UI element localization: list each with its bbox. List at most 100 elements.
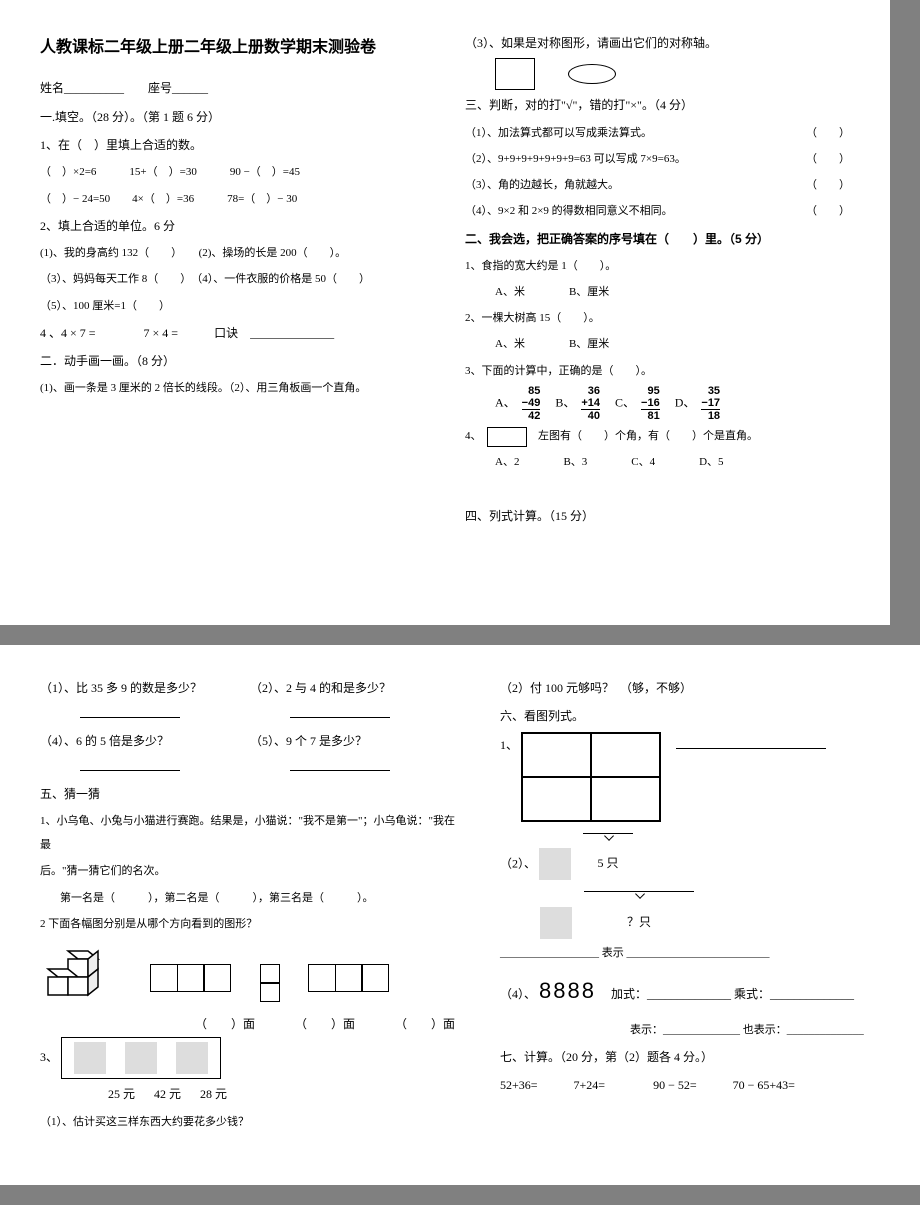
r2-q-label: ？只 bbox=[627, 915, 651, 929]
r3-line: __________________ 表示 __________________… bbox=[500, 941, 880, 965]
view3 bbox=[308, 964, 388, 1001]
c3-A-label: A、 bbox=[495, 395, 516, 409]
c3-B-math: 36 +14 40 bbox=[581, 385, 600, 422]
c3-C-label: C、 bbox=[615, 395, 635, 409]
lq2: （2）、2 与 4 的和是多少？ bbox=[250, 675, 460, 701]
r1-blank bbox=[676, 735, 826, 749]
j1-paren: （ ） bbox=[806, 121, 850, 145]
goods1-icon bbox=[74, 1042, 106, 1074]
c3: 3、下面的计算中，正确的是（ ）。 bbox=[465, 359, 850, 383]
q3-sym: （3）、如果是对称图形，请画出它们的对称轴。 bbox=[465, 30, 850, 56]
section3-heading: 三、判断，对的打"√"，错的打"×"。（4 分） bbox=[465, 92, 850, 118]
calc-row: 52+36= 7+24= 90 − 52= 70 − 65+43= bbox=[500, 1072, 880, 1098]
c4: 4、 左图有（ ）个角，有（ ）个是直角。 bbox=[465, 424, 850, 448]
j2-paren: （ ） bbox=[806, 147, 850, 171]
page-1: 人教课标二年级上册二年级上册数学期末测验卷 姓名__________ 座号___… bbox=[0, 0, 890, 625]
price2: 42 元 bbox=[154, 1081, 181, 1107]
list-q-row2-blanks bbox=[40, 754, 460, 780]
guess1a: 1、小乌龟、小兔与小猫进行赛跑。结果是，小猫说："我不是第一"；小乌龟说："我在… bbox=[40, 809, 460, 857]
page1-right-col: （3）、如果是对称图形，请画出它们的对称轴。 三、判断，对的打"√"，错的打"×… bbox=[465, 30, 850, 595]
goods2-icon bbox=[125, 1042, 157, 1074]
face1: （ ）面 bbox=[190, 1011, 260, 1037]
lq2-blank bbox=[290, 704, 390, 718]
circles88-icon: 8888 bbox=[539, 978, 596, 1003]
q2-5: （5）、100 厘米=1（ ） bbox=[40, 294, 425, 318]
section6-heading: 六、看图列式。 bbox=[500, 703, 880, 729]
r4-add: 加式：______________ bbox=[611, 987, 731, 1001]
r4-label: （4）、 bbox=[500, 987, 536, 1001]
lq5-blank bbox=[290, 757, 390, 771]
page2-right-col: （2）付 100 元够吗？ （够，不够） 六、看图列式。 1、 （2）、 5 只 bbox=[500, 675, 880, 1155]
c2: 2、一棵大树高 15（ ）。 bbox=[465, 306, 850, 330]
c3-D-math: 35 −17 18 bbox=[701, 385, 720, 422]
view2 bbox=[260, 964, 279, 1001]
est-q: （1）、估计买这三样东西大约要花多少钱？ bbox=[40, 1110, 460, 1134]
c3a-mid: −49 bbox=[522, 397, 541, 410]
q1: 1、在（ ）里填上合适的数。 bbox=[40, 132, 425, 158]
section-choose-heading: 二、我会选，把正确答案的序号填在（ ）里。（5 分） bbox=[465, 226, 850, 252]
guess1b: 后。"猜一猜它们的名次。 bbox=[40, 859, 460, 883]
j3-text: （3）、角的边越长，角就越大。 bbox=[465, 179, 619, 191]
list-q-row1-blanks bbox=[40, 701, 460, 727]
pic-grid bbox=[521, 732, 661, 822]
r4-exp: 表示：______________ 也表示：______________ bbox=[500, 1018, 880, 1042]
sec2-q1: (1)、画一条是 3 厘米的 2 倍长的线段。（2）、用三角板画一个直角。 bbox=[40, 376, 425, 400]
q1-row2: （ ）− 24=50 4×（ ）=36 78=（ ）− 30 bbox=[40, 187, 425, 211]
c1: 1、食指的宽大约是 1（ ）。 bbox=[465, 254, 850, 278]
j1-text: （1）、加法算式都可以写成乘法算式。 bbox=[465, 127, 652, 139]
price-row: 25 元 42 元 28 元 bbox=[40, 1081, 460, 1107]
section5-heading: 五、猜一猜 bbox=[40, 781, 460, 807]
c3a-top: 85 bbox=[522, 385, 541, 397]
list-q-row1: （1）、比 35 多 9 的数是多少？ （2）、2 与 4 的和是多少？ bbox=[40, 675, 460, 701]
q3: 3、 bbox=[40, 1037, 460, 1079]
c3b-bot: 40 bbox=[581, 410, 600, 422]
lq1-blank bbox=[80, 704, 180, 718]
j4-text: （4）、9×2 和 2×9 的得数相同意义不相同。 bbox=[465, 205, 673, 217]
r2: （2）、 5 只 bbox=[500, 824, 880, 881]
c3-D-label: D、 bbox=[675, 395, 696, 409]
section4-heading: 四、列式计算。（15 分） bbox=[465, 503, 850, 529]
r2-5-label: 5 只 bbox=[598, 856, 619, 870]
cubes-wrap bbox=[40, 946, 460, 1001]
name-seat-row: 姓名__________ 座号______ bbox=[40, 75, 425, 101]
j2-text: （2）、9+9+9+9+9+9+9=63 可以写成 7×9=63。 bbox=[465, 153, 686, 165]
q3-label: 3、 bbox=[40, 1050, 58, 1064]
goods-box bbox=[61, 1037, 221, 1079]
goods3-icon bbox=[176, 1042, 208, 1074]
q2: 2、填上合适的单位。6 分 bbox=[40, 213, 425, 239]
c1-opts: A、米 B、厘米 bbox=[465, 280, 850, 304]
lq1: （1）、比 35 多 9 的数是多少？ bbox=[40, 675, 250, 701]
face2: （ ）面 bbox=[290, 1011, 360, 1037]
q2-1-2: (1)、我的身高约 132（ ） (2)、操场的长是 200（ ）。 bbox=[40, 241, 425, 265]
guess-rank: 第一名是（ ），第二名是（ ），第三名是（ ）。 bbox=[40, 886, 460, 910]
dog-icon bbox=[540, 907, 572, 939]
c4-rect bbox=[487, 427, 527, 447]
c3d-top: 35 bbox=[701, 385, 720, 397]
lq4: （4）、6 的 5 倍是多少？ bbox=[40, 728, 250, 754]
face3: （ ）面 bbox=[390, 1011, 460, 1037]
r2-dog: ？只 bbox=[500, 882, 880, 939]
q2-3-4: （3）、妈妈每天工作 8（ ） （4）、一件衣服的价格是 50（ ） bbox=[40, 267, 425, 291]
judge-4: （4）、9×2 和 2×9 的得数相同意义不相同。（ ） bbox=[465, 199, 850, 223]
c3a-bot: 42 bbox=[522, 410, 541, 422]
square-shape bbox=[495, 58, 535, 90]
c3d-mid: −17 bbox=[701, 397, 720, 410]
price1: 25 元 bbox=[108, 1081, 135, 1107]
brace-q bbox=[584, 891, 694, 899]
section2-heading: 二．动手画一画。（8 分） bbox=[40, 348, 425, 374]
c4-opts: A、2 B、3 C、4 D、5 bbox=[465, 450, 850, 474]
c3c-bot: 81 bbox=[641, 410, 660, 422]
r-pay: （2）付 100 元够吗？ （够，不够） bbox=[500, 675, 880, 701]
r1: 1、 bbox=[500, 732, 880, 822]
shapes-row bbox=[465, 58, 850, 90]
page2-left-col: （1）、比 35 多 9 的数是多少？ （2）、2 与 4 的和是多少？ （4）… bbox=[40, 675, 460, 1155]
c3c-mid: −16 bbox=[641, 397, 660, 410]
brace-5 bbox=[583, 833, 633, 841]
c2-opts: A、米 B、厘米 bbox=[465, 332, 850, 356]
judge-2: （2）、9+9+9+9+9+9+9=63 可以写成 7×9=63。 （ ） bbox=[465, 147, 850, 171]
judge-1: （1）、加法算式都可以写成乘法算式。 （ ） bbox=[465, 121, 850, 145]
ellipse-shape bbox=[568, 64, 616, 84]
c3-opts: A、 85 −49 42 B、 36 +14 40 C、 95 −16 81 D… bbox=[465, 385, 850, 422]
c3-C-math: 95 −16 81 bbox=[641, 385, 660, 422]
cube-stack-icon bbox=[40, 946, 120, 1001]
